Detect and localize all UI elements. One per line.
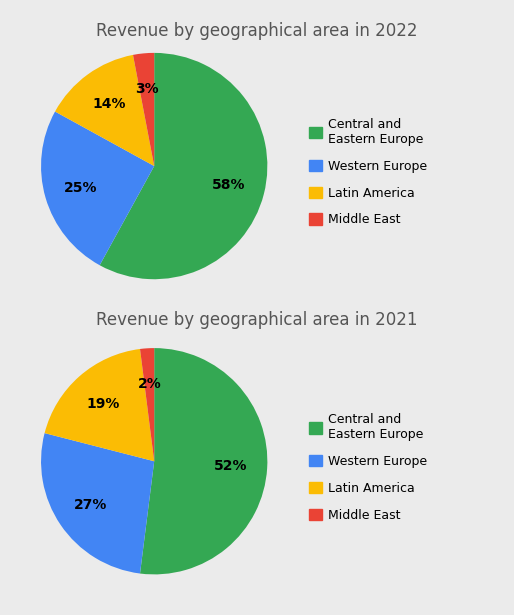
Wedge shape <box>140 348 267 574</box>
Text: Revenue by geographical area in 2022: Revenue by geographical area in 2022 <box>96 22 418 39</box>
Text: 52%: 52% <box>214 459 248 473</box>
Legend: Central and
Eastern Europe, Western Europe, Latin America, Middle East: Central and Eastern Europe, Western Euro… <box>304 113 432 231</box>
Legend: Central and
Eastern Europe, Western Europe, Latin America, Middle East: Central and Eastern Europe, Western Euro… <box>304 408 432 526</box>
Wedge shape <box>100 53 267 279</box>
Text: Revenue by geographical area in 2021: Revenue by geographical area in 2021 <box>96 311 418 328</box>
Wedge shape <box>41 111 154 265</box>
Text: 2%: 2% <box>137 378 161 392</box>
Wedge shape <box>55 55 154 166</box>
Text: 14%: 14% <box>92 97 126 111</box>
Text: 58%: 58% <box>212 178 246 192</box>
Text: 25%: 25% <box>64 181 97 194</box>
Text: 19%: 19% <box>87 397 120 411</box>
Text: 27%: 27% <box>74 498 107 512</box>
Wedge shape <box>45 349 154 461</box>
Wedge shape <box>41 433 154 574</box>
Wedge shape <box>133 53 154 166</box>
Wedge shape <box>140 348 154 461</box>
Text: 3%: 3% <box>135 82 159 97</box>
